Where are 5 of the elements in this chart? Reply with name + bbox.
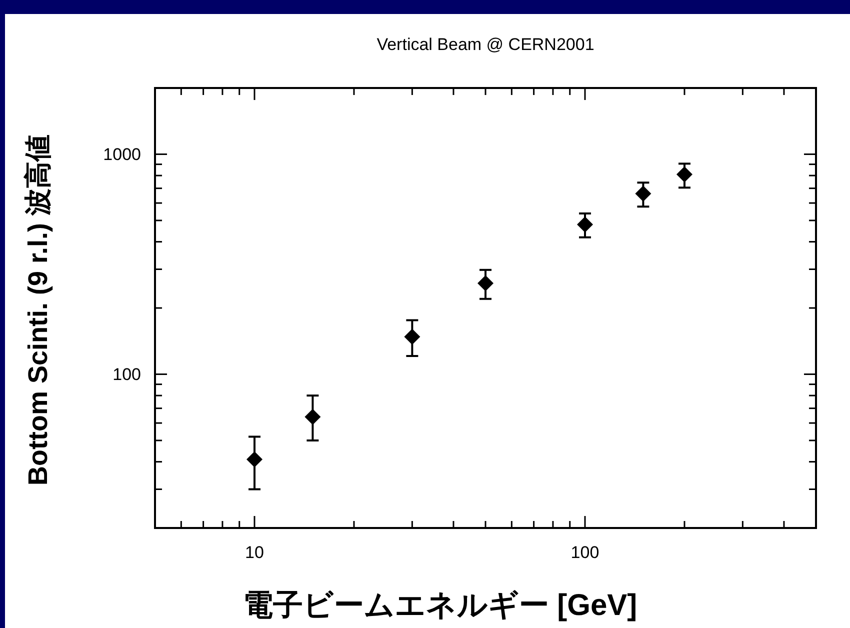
chart-title: Vertical Beam @ CERN2001 [376, 35, 594, 54]
y-axis-title: Bottom Scinti. (9 r.l.) 波高値 [23, 134, 53, 486]
x-tick-label: 10 [245, 543, 264, 562]
x-axis-title: 電子ビームエネルギー [GeV] [242, 589, 638, 622]
y-tick-label: 1000 [103, 145, 141, 164]
